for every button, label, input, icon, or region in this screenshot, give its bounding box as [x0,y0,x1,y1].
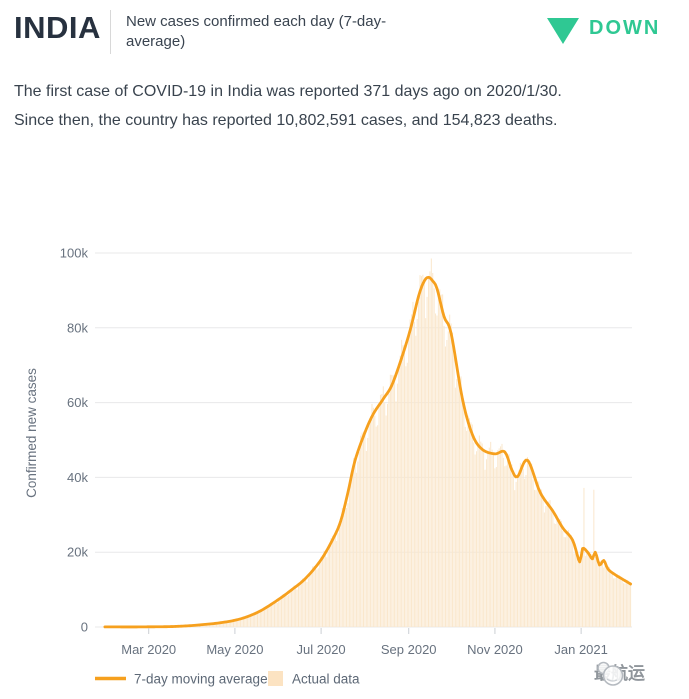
actual-data-bars[interactable] [163,258,632,627]
legend: 7-day moving average Actual data [95,671,360,687]
trend-status-badge: DOWN [589,17,661,39]
summary-text: The first case of COVID-19 in India was … [14,83,562,129]
axis-ticks-and-labels: 0 20k 40k 60k 80k 100k Mar 2020 May 2020 Jul 202… [60,246,608,658]
x-tick-label: Jan 2021 [554,642,608,657]
actual-bars-path [163,258,632,627]
legend-item-actual[interactable]: Actual data [292,672,360,687]
y-tick-label: 60k [67,395,88,410]
trend-down-icon [547,18,579,44]
y-axis-title: Confirmed new cases [24,368,39,498]
average-line-path [103,275,632,629]
page-title: INDIA [14,10,101,45]
y-tick-label: 20k [67,545,88,560]
y-tick-label: 40k [67,470,88,485]
legend-square-swatch[interactable] [268,671,283,686]
watermark-logo-icon [597,661,624,686]
y-tick-label: 100k [60,246,89,261]
x-tick-label: Nov 2020 [467,642,523,657]
header-divider [110,10,111,54]
chart-subtitle: New cases confirmed each day (7-day-aver… [126,13,387,50]
watermark: 最航运 [594,659,645,686]
legend-item-average[interactable]: 7-day moving average [134,672,268,687]
y-tick-label: 80k [67,320,88,335]
x-tick-label: May 2020 [206,642,263,657]
moving-average-line[interactable] [103,275,632,629]
x-tick-label: Mar 2020 [121,642,176,657]
x-tick-label: Jul 2020 [297,642,346,657]
x-tick-label: Sep 2020 [381,642,437,657]
y-tick-label: 0 [81,620,88,635]
